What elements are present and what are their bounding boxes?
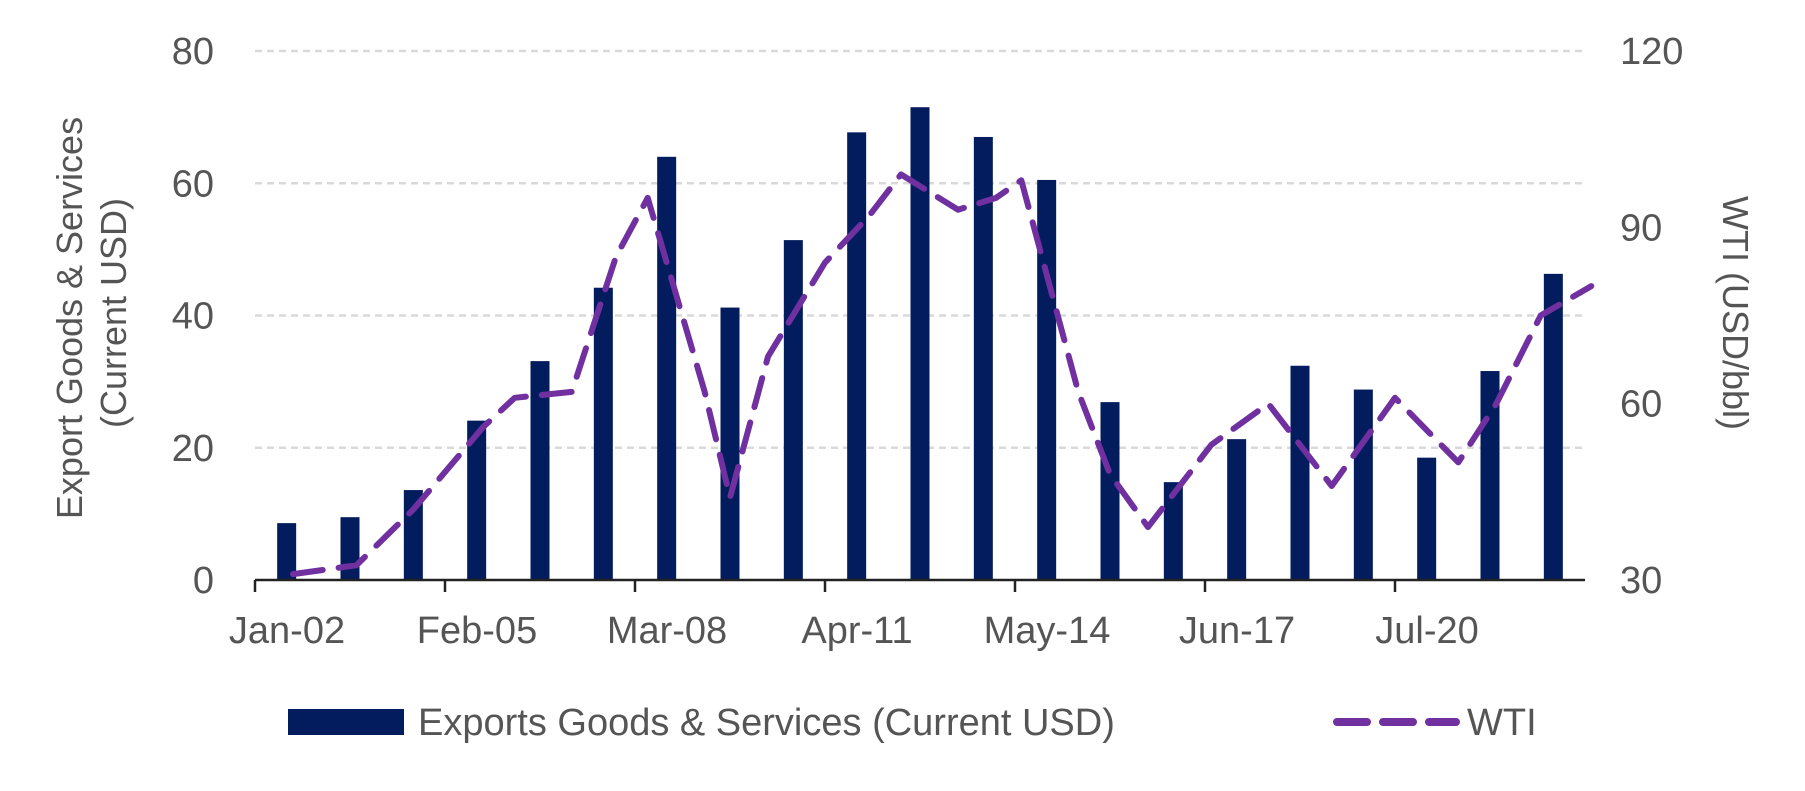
x-tick-label: Jun-17 [1179, 610, 1295, 652]
bar-series [277, 107, 1563, 581]
bar [340, 517, 360, 580]
bar [593, 287, 613, 580]
y2-tick-label: 30 [1620, 560, 1662, 602]
y-tick-label: 40 [172, 296, 214, 338]
tick-labels: Jan-02 Feb-05 Mar-08 Apr-11 May-14 Jun-17 Jul-… [172, 31, 1684, 652]
bar [720, 307, 740, 580]
bar [1543, 273, 1563, 580]
x-tick-label: Jul-20 [1375, 610, 1479, 652]
bar [1227, 439, 1247, 580]
y-axis-title-line-1: Export Goods & Services [49, 117, 90, 519]
bar [1290, 365, 1310, 580]
y2-tick-label: 120 [1620, 31, 1683, 73]
bar [1100, 402, 1120, 580]
bar [530, 361, 550, 580]
x-tick-label: Jan-02 [229, 610, 345, 652]
y-tick-label: 20 [172, 428, 214, 470]
legend: Exports Goods & Services (Current USD) W… [288, 702, 1537, 744]
axis-titles: Export Goods & Services (Current USD) WT… [49, 107, 1756, 519]
bar [783, 240, 803, 580]
bar [1163, 482, 1183, 580]
x-tick-label: Feb-05 [417, 610, 537, 652]
x-tick-label: Apr-11 [801, 610, 912, 652]
legend-bar-label: Exports Goods & Services (Current USD) [418, 702, 1115, 744]
axes [253, 578, 1585, 592]
x-tick-label: Mar-08 [607, 610, 727, 652]
legend-line-label: WTI [1467, 702, 1537, 744]
line-series [290, 171, 1595, 578]
bar [910, 107, 930, 581]
legend-bar-swatch [288, 709, 404, 735]
y2-tick-label: 90 [1620, 207, 1662, 249]
bar [1417, 457, 1437, 580]
y-axis-title-line-2: (Current USD) [93, 198, 134, 428]
bar [1037, 179, 1057, 580]
bar [467, 420, 487, 580]
bar [657, 156, 677, 581]
bar [277, 523, 297, 580]
wti-line [290, 171, 1595, 578]
y-tick-label: 60 [172, 163, 214, 205]
y-tick-label: 80 [172, 31, 214, 73]
y2-axis-title: WTI (USD/bbl) [1715, 196, 1756, 430]
bar [1353, 389, 1373, 580]
y-tick-label: 0 [193, 560, 214, 602]
bar [847, 132, 867, 581]
bar [973, 136, 993, 580]
y-axis-title: Export Goods & Services (Current USD) [49, 107, 134, 519]
x-tick-label: May-14 [984, 610, 1111, 652]
y2-tick-label: 60 [1620, 384, 1662, 426]
